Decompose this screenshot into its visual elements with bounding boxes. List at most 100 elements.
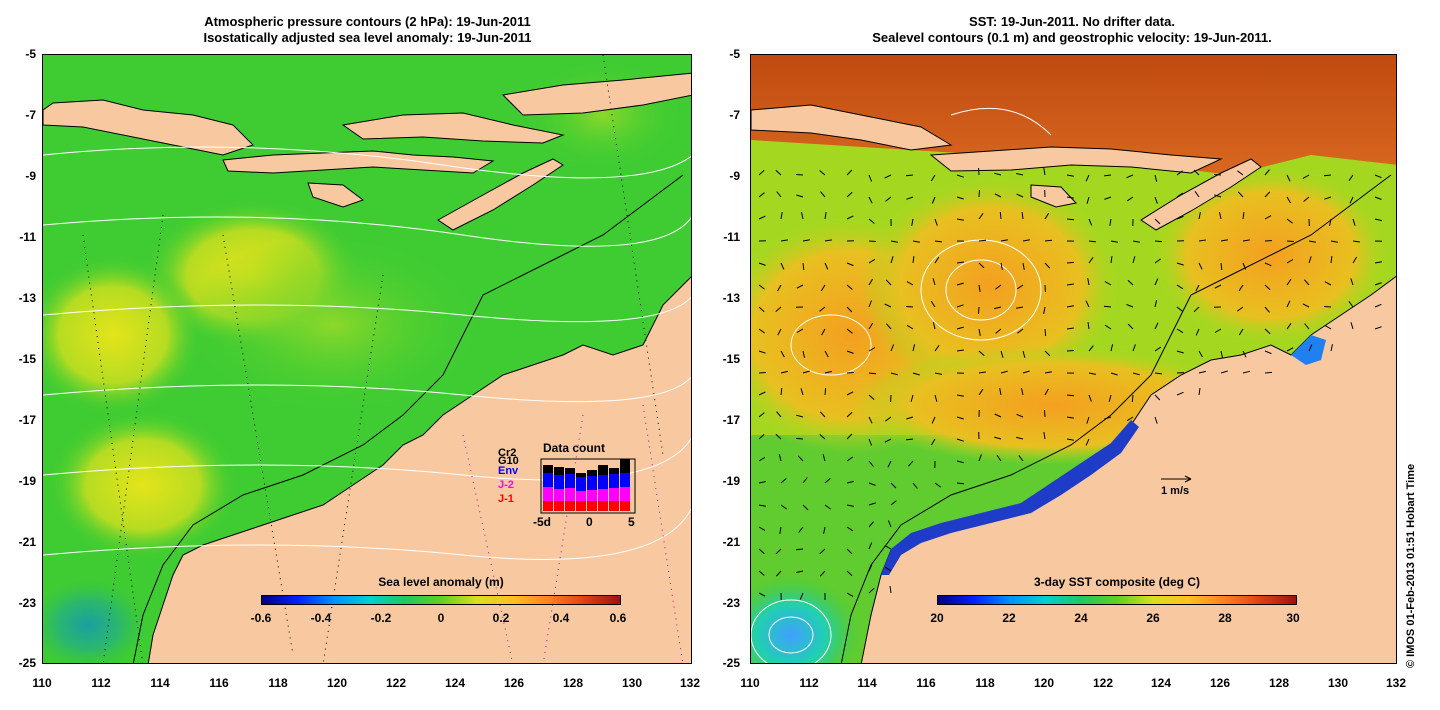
left-xtick: 114 [150,676,170,690]
left-ytick: -5 [25,47,36,61]
right-cbar-tick-4: 26 [1146,611,1160,625]
sst-coastal-cold-2 [1291,335,1326,365]
left-map-panel: Cr2 G10 Env J-2 J-1 Data count -5d 0 5 S… [42,54,692,664]
ssh-contour-2 [920,239,1042,341]
inset-bars-frame [540,458,636,514]
anomaly-low-1 [43,575,153,663]
right-ytick: -7 [729,108,740,122]
right-xtick: 124 [1150,676,1172,690]
left-ytick: -19 [18,474,36,488]
right-cbar-tick-3: 24 [1074,611,1088,625]
right-ytick: -11 [723,230,740,244]
left-ytick: -9 [25,169,36,183]
land-timor-right [1140,158,1262,231]
left-xtick: 126 [503,676,525,690]
right-xtick: 120 [1033,676,1055,690]
land-sumba-right [1030,184,1077,208]
right-xtick: 112 [799,676,819,690]
legend-j1: J-1 [498,493,514,505]
right-ytick: -25 [722,656,740,670]
legend-env: Env [498,465,519,477]
left-xtick: 130 [621,676,643,690]
land-java-right [751,104,953,151]
left-title-line2: Isostatically adjusted sea level anomaly… [203,30,532,45]
left-xtick: 110 [32,676,52,690]
legend-cr2: Cr2 [498,447,517,459]
right-ytick: -13 [722,291,740,305]
right-xtick: 114 [857,676,877,690]
left-map-svg [43,55,691,663]
inset-bars [543,459,630,511]
land-flores-north [341,112,565,144]
right-cbar-tick-5: 28 [1218,611,1232,625]
right-cbar-tick-2: 22 [1002,611,1016,625]
left-xtick: 112 [91,676,111,690]
right-xtick: 122 [1092,676,1114,690]
land-nusa-tenggara [222,150,495,174]
left-ytick: -25 [18,656,36,670]
ssh-contour-1 [790,314,872,376]
left-colorbar-title: Sea level anomaly (m) [378,575,504,589]
anomaly-mid-2 [183,235,483,415]
right-xtick: 128 [1268,676,1290,690]
left-ytick: -13 [18,291,36,305]
right-map-svg [751,55,1396,663]
scale-label: 1 m/s [1161,485,1190,497]
land-sumba [307,182,365,208]
pressure-contour-1 [43,146,691,179]
land-java-island [43,99,254,156]
land-australia [147,276,691,663]
left-xtick: 124 [444,676,466,690]
left-title-line1: Atmospheric pressure contours (2 hPa): 1… [204,14,531,29]
right-cbar-tick-1: 20 [930,611,944,625]
anomaly-high-2 [43,255,203,415]
right-map-panel: 1 m/s 3-day SST composite (deg C) 20 22 … [750,54,1397,664]
pressure-contour-2 [43,216,691,247]
satellite-track-7 [542,414,584,663]
pressure-contour-3 [43,296,691,323]
bathymetry-contour-right [840,174,1392,663]
bathymetry-contour [132,174,684,663]
left-xtick: 132 [679,676,701,690]
left-cbar-tick-5: 0.2 [492,611,510,625]
land-flores-right [929,146,1223,174]
left-ytick: -21 [18,535,36,549]
right-xtick: 118 [975,676,995,690]
right-colorbar-title: 3-day SST composite (deg C) [1033,575,1201,589]
right-title: SST: 19-Jun-2011. No drifter data. Seale… [748,14,1396,46]
sst-cool-eddy [751,575,861,663]
right-ytick: -21 [722,535,740,549]
satellite-track-3 [222,234,294,656]
left-ytick: -15 [18,352,36,366]
right-colorbar [937,595,1297,605]
copyright-notice: © IMOS 01-Feb-2013 01:51 Hobart Time [1405,463,1417,668]
right-xtick: 116 [916,676,936,690]
scale-arrowhead [1184,475,1192,483]
land-timor [437,158,564,231]
left-xtick: 116 [209,676,229,690]
right-title-line1: SST: 19-Jun-2011. No drifter data. [969,14,1175,29]
right-cbar-tick-6: 30 [1286,611,1300,625]
ssh-contour-3 [945,259,1017,321]
legend-g10: G10 [498,455,519,467]
inset-xtick-3: 5 [628,515,635,529]
left-ytick: -17 [18,413,36,427]
right-xtick: 110 [740,676,760,690]
right-xtick: 130 [1327,676,1349,690]
pressure-contour-5 [43,437,691,481]
left-xtick: 122 [385,676,407,690]
right-xtick: 126 [1209,676,1231,690]
right-ytick: -15 [722,352,740,366]
land-top-islands [501,72,691,116]
right-xtick: 132 [1385,676,1407,690]
left-xtick: 120 [326,676,348,690]
inset-title: Data count [543,441,606,455]
right-ytick: -19 [722,474,740,488]
left-xtick: 128 [562,676,584,690]
ssh-contour-5 [768,616,814,654]
left-title: Atmospheric pressure contours (2 hPa): 1… [40,14,695,46]
right-ytick: -23 [722,596,740,610]
satellite-track-1 [82,234,144,663]
velocity-field [758,167,1383,601]
ssh-contour-4 [751,599,832,663]
